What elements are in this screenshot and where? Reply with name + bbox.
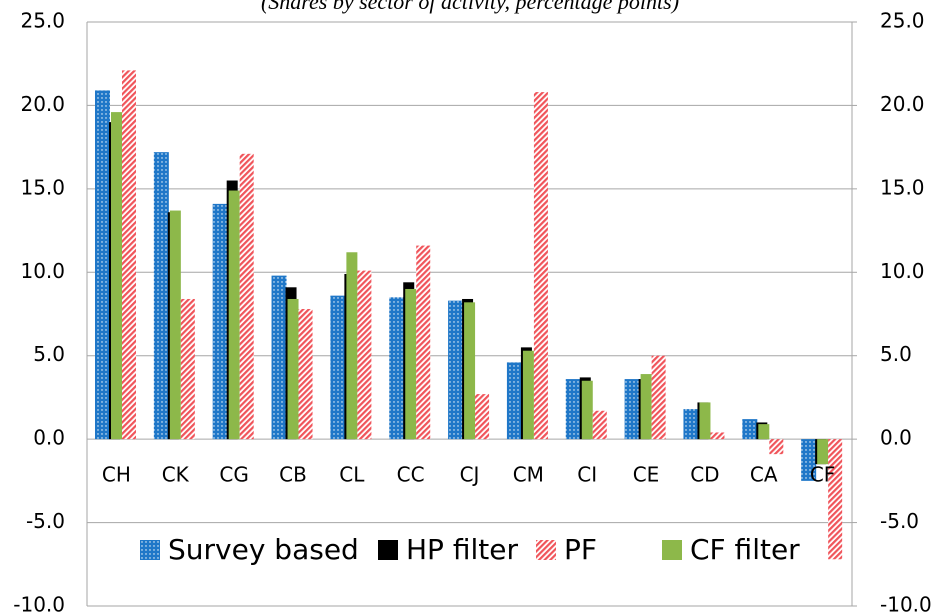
x-tick-label: CL (339, 463, 365, 487)
bar (298, 308, 313, 440)
x-tick-label: CB (279, 463, 307, 487)
x-tick-label: CF (810, 463, 835, 487)
x-tick-label: CJ (460, 463, 480, 487)
bar (683, 409, 699, 440)
bar (416, 245, 431, 440)
y-tick-label: 10.0 (20, 259, 65, 283)
legend-label: PF (564, 533, 597, 566)
x-tick-label: CG (219, 463, 248, 487)
legend-swatch (140, 540, 160, 560)
x-tick-label: CA (750, 463, 778, 487)
y2-tick-label: 5.0 (880, 342, 912, 366)
x-tick-label: CM (513, 463, 544, 487)
bar (180, 298, 195, 440)
y2-tick-label: -5.0 (880, 509, 919, 533)
bar (95, 90, 110, 440)
bar (592, 410, 607, 440)
bar (464, 302, 476, 440)
bar (346, 252, 358, 440)
bar (522, 350, 534, 440)
bar (212, 203, 228, 440)
x-tick-label: CH (102, 463, 131, 487)
legend-swatch (662, 540, 682, 560)
bar (287, 298, 299, 440)
bar (624, 379, 640, 440)
y2-tick-label: 25.0 (880, 9, 925, 33)
y2-tick-label: 0.0 (880, 426, 912, 450)
x-tick-label: CK (162, 463, 190, 487)
bar (758, 424, 770, 440)
bar (122, 70, 136, 440)
bar (153, 152, 169, 440)
x-tick-label: CC (397, 463, 425, 487)
y-tick-label: 0.0 (33, 426, 65, 450)
bar (801, 439, 817, 481)
y-tick-label: 25.0 (20, 9, 65, 33)
bar (111, 112, 122, 440)
bar (581, 380, 593, 440)
bar (357, 270, 372, 440)
bar (239, 153, 254, 440)
bar (769, 439, 784, 455)
y-tick-label: 20.0 (20, 92, 65, 116)
y2-tick-label: 20.0 (880, 92, 925, 116)
bar (228, 190, 240, 440)
bar (405, 288, 417, 440)
x-tick-label: CD (690, 463, 719, 487)
bar (448, 300, 464, 440)
bar (506, 362, 522, 440)
legend-label: Survey based (168, 533, 359, 566)
legend-label: CF filter (690, 533, 800, 566)
y-tick-label: 15.0 (20, 175, 65, 199)
x-tick-label: CI (577, 463, 597, 487)
bar (533, 92, 548, 440)
bar (169, 210, 181, 440)
y2-tick-label: -10.0 (880, 593, 932, 616)
bar (710, 432, 725, 440)
legend-swatch (536, 540, 556, 560)
bar (817, 439, 829, 465)
legend-label: HP filter (406, 533, 518, 566)
x-tick-label: CE (633, 463, 660, 487)
bar (475, 394, 490, 440)
bar (389, 297, 405, 440)
bar (742, 419, 758, 440)
bar (640, 374, 652, 440)
legend-swatch (378, 540, 398, 560)
y-tick-label: -10.0 (13, 593, 65, 616)
chart-title: (Shares by sector of activity, percentag… (261, 0, 679, 14)
bar (330, 295, 346, 440)
bar (828, 439, 843, 560)
bar (271, 275, 287, 440)
bar (565, 379, 581, 440)
y2-tick-label: 10.0 (880, 259, 925, 283)
y-tick-label: 5.0 (33, 342, 65, 366)
bar (699, 402, 711, 440)
y-tick-label: -5.0 (26, 509, 65, 533)
bar (651, 355, 666, 440)
y2-tick-label: 15.0 (880, 175, 925, 199)
